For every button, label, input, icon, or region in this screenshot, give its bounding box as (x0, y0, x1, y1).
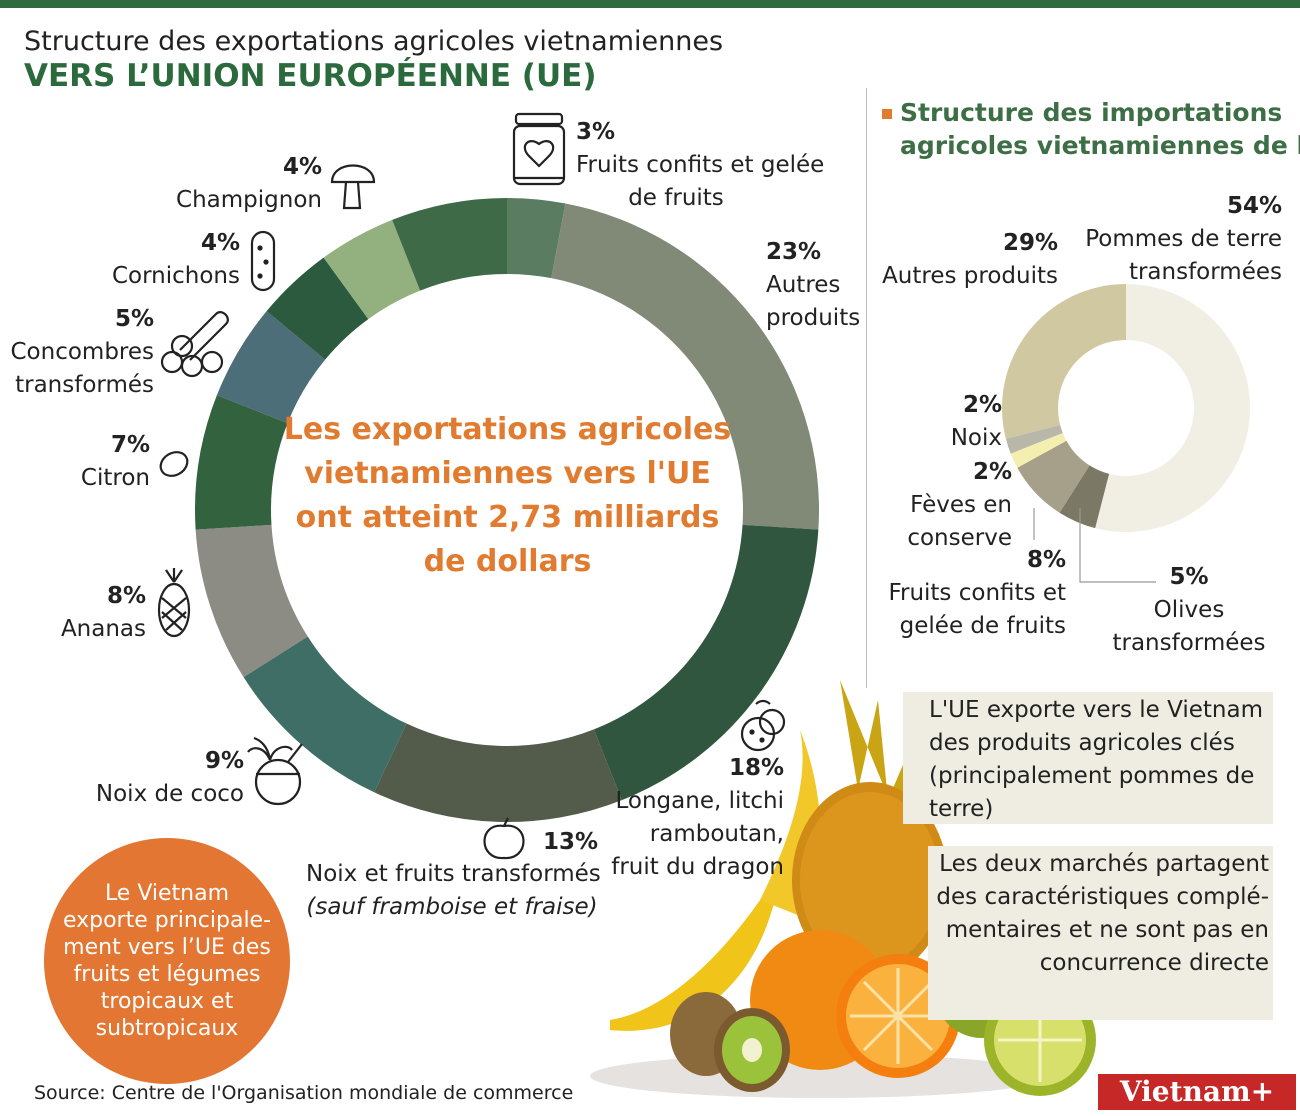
fruit-illustration (590, 680, 1096, 1098)
lemon-icon (159, 451, 189, 477)
slice-label-citron: 7% Citron (80, 432, 150, 491)
slice-label-champignon: 4% Champignon (176, 154, 322, 213)
export-donut-slice-10 (392, 198, 507, 291)
pickle-icon (250, 230, 276, 292)
slice-label-autres-produits: 23% Autres produits (766, 239, 861, 331)
slice-label-concombres: 5% Concombres transformés (10, 306, 154, 398)
mushroom-icon (330, 164, 376, 210)
export-donut-slice-6 (195, 395, 288, 530)
import-label-feves: 2% Fèves en conserve (907, 459, 1012, 551)
import-label-pommes: 54% Pommes de terre transformées (1085, 193, 1282, 285)
title-line-2: VERS L’UNION EUROPÉENNE (UE) (24, 58, 597, 94)
import-donut-slice-0 (1095, 284, 1251, 533)
leader-line-olives (1079, 508, 1156, 583)
import-label-fruits-confits: 8% Fruits confits et gelée de fruits (888, 547, 1066, 639)
export-donut-slice-4 (243, 636, 407, 793)
import-donut-slice-1 (1059, 465, 1110, 529)
import-label-olives: 5% Olives transformées (1112, 564, 1266, 656)
fruit-icon (483, 817, 525, 860)
export-donut-slice-5 (195, 524, 308, 678)
note-eu-exports: L'UE exporte vers le Vietnam des produit… (903, 692, 1273, 824)
export-donut-slice-1 (551, 203, 820, 530)
orange-square-icon (882, 109, 892, 119)
import-leader-lines (1033, 508, 1156, 583)
slice-label-noix-fruits: Noix et fruits transformés (sauf framboi… (306, 861, 601, 920)
cucumber-icon (160, 311, 229, 378)
export-donut-slice-3 (374, 723, 622, 822)
note-markets: Les deux marchés partagent des caractéri… (928, 846, 1273, 1020)
top-bar (0, 0, 1300, 8)
coconut-icon (247, 736, 303, 806)
export-donut-center-text: Les exportations agricoles vietnamiennes… (283, 412, 732, 579)
brand-logo: Vietnam+ (1098, 1074, 1296, 1110)
export-donut-chart (195, 198, 820, 822)
slice-label-ananas: 8% Ananas (60, 583, 146, 642)
import-donut-slice-3 (1010, 433, 1067, 468)
slice-label-cornichons: 4% Cornichons (111, 230, 240, 289)
import-donut-slice-4 (1005, 424, 1063, 454)
import-donut-chart (1002, 284, 1251, 533)
export-donut-slice-0 (507, 198, 566, 279)
export-donut-slice-9 (323, 219, 421, 320)
export-donut-slice-2 (593, 524, 819, 801)
import-label-autres: 29% Autres produits (882, 230, 1058, 289)
source-text: Source: Centre de l'Organisation mondial… (34, 1082, 574, 1104)
title-line-1: Structure des exportations agricoles vie… (24, 26, 724, 57)
import-label-noix: 2% Noix (950, 392, 1002, 451)
slice-value-noix-fruits: 13% (543, 829, 599, 855)
section-divider (866, 88, 867, 688)
jam-jar-icon (512, 112, 566, 186)
vietnam-exports-badge: Le Vietnam exporte principale- ment vers… (44, 838, 290, 1084)
slice-label-noix-de-coco: 9% Noix de coco (95, 748, 244, 807)
lychee-icon (740, 699, 786, 752)
export-donut-slice-7 (216, 311, 326, 424)
pineapple-icon (157, 568, 191, 638)
import-donut-slice-5 (1002, 284, 1126, 439)
import-chart-title: Structure des importations agricoles vie… (882, 96, 1300, 162)
slice-label-fruits-confits: 3% Fruits confits et gelée de fruits (576, 119, 825, 211)
slice-label-longane: 18% Longane, litchi ramboutan, fruit du … (611, 755, 784, 880)
import-donut-slice-2 (1017, 440, 1090, 513)
export-donut-slice-8 (266, 257, 369, 360)
